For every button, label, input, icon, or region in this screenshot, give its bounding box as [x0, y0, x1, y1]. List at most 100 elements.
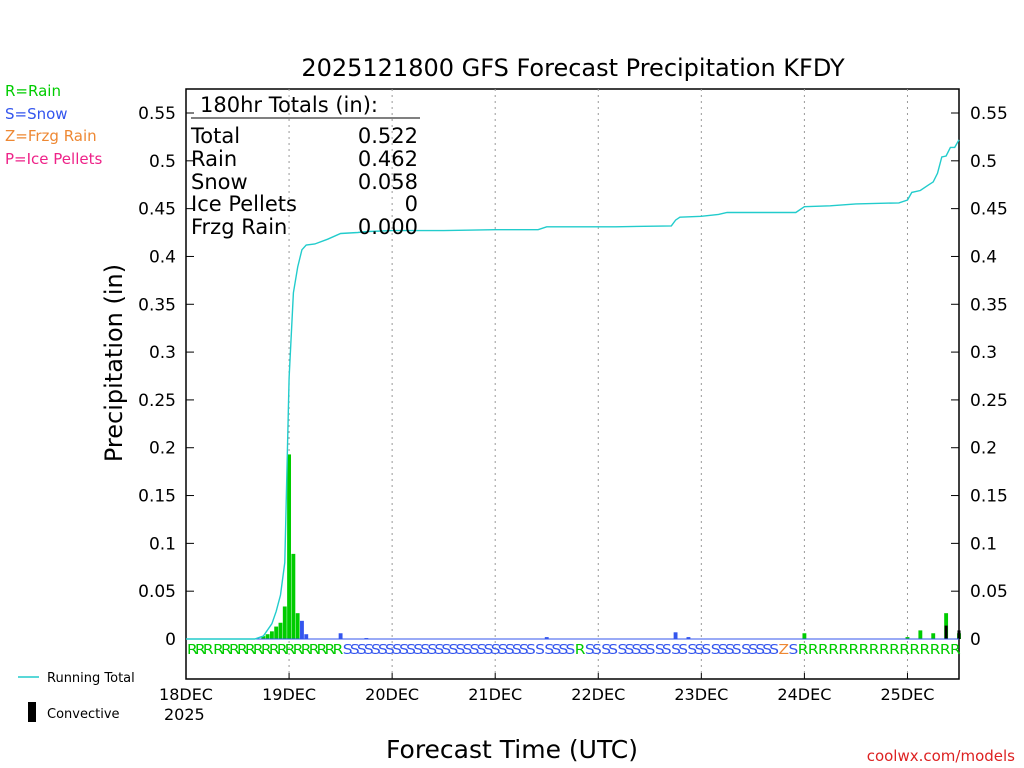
year-label: 2025	[164, 705, 205, 724]
xtick-label: 18DEC	[159, 685, 213, 704]
xtick-label: 21DEC	[468, 685, 522, 704]
xtick-label: 22DEC	[571, 685, 625, 704]
type-code: S	[789, 643, 798, 658]
type-code: S	[632, 643, 641, 658]
type-code: S	[639, 643, 648, 658]
type-code: S	[456, 643, 465, 658]
ytick-label-left: 0.05	[138, 582, 176, 602]
x-axis-label: Forecast Time (UTC)	[386, 735, 638, 764]
ytick-label-right: 0.1	[970, 534, 997, 554]
ytick-label-left: 0	[165, 630, 176, 650]
type-code: S	[364, 643, 373, 658]
type-code: S	[350, 643, 359, 658]
type-code: S	[762, 643, 771, 658]
ytick-label-right: 0.55	[970, 104, 1008, 124]
type-code: S	[392, 643, 401, 658]
type-code: S	[732, 643, 741, 658]
type-code: S	[741, 643, 750, 658]
type-code: S	[434, 643, 443, 658]
legend-snow: S=Snow	[5, 105, 68, 123]
type-code: S	[463, 643, 472, 658]
bar-snow-h36	[338, 633, 343, 639]
ytick-label-left: 0.45	[138, 200, 176, 220]
type-code: S	[441, 643, 450, 658]
type-code: S	[498, 643, 507, 658]
type-code: S	[617, 643, 626, 658]
type-code: S	[357, 643, 366, 658]
type-code: S	[702, 643, 711, 658]
xtick-label: 24DEC	[777, 685, 831, 704]
totals-label-snow: Snow	[191, 170, 248, 194]
legend-running-total: Running Total	[47, 671, 135, 686]
type-code: S	[592, 643, 601, 658]
ytick-label-right: 0.35	[970, 295, 1008, 315]
bar-rain-h20	[269, 631, 274, 639]
type-code: S	[748, 643, 757, 658]
type-code: S	[655, 643, 664, 658]
xtick-label: 25DEC	[880, 685, 934, 704]
bar-rain-h18	[261, 636, 266, 639]
bar-rain-h25	[291, 553, 296, 639]
ytick-label-left: 0.35	[138, 295, 176, 315]
y-axis-label: Precipitation (in)	[100, 264, 128, 462]
ytick-label-right: 0.15	[970, 487, 1008, 507]
type-code: S	[687, 643, 696, 658]
ytick-label-right: 0.4	[970, 247, 997, 267]
bar-rain-h26	[295, 613, 300, 639]
legend-ice-pellets: P=Ice Pellets	[5, 150, 102, 168]
totals-label-frzg-rain: Frzg Rain	[191, 215, 287, 239]
ytick-label-right: 0.5	[970, 152, 997, 172]
bar-snow-h84	[544, 637, 549, 639]
totals-value-snow: 0.058	[358, 170, 418, 194]
ytick-label-left: 0.15	[138, 487, 176, 507]
ytick-label-left: 0.2	[149, 439, 176, 459]
bar-snow-h27	[300, 620, 304, 639]
bar-snow-h114	[673, 632, 678, 639]
type-code: S	[343, 643, 352, 658]
type-code: S	[671, 643, 680, 658]
bar-layer	[186, 454, 961, 640]
type-code: S	[535, 643, 544, 658]
bar-rain-h22	[278, 622, 283, 639]
type-code: S	[625, 643, 634, 658]
bar-rain-h171	[918, 630, 923, 639]
ytick-label-right: 0.2	[970, 439, 997, 459]
totals-label-ice-pellets: Ice Pellets	[191, 192, 297, 216]
type-code: S	[371, 643, 380, 658]
y-axis-ticks: 0 0 0.05 0.05 0.1 0.1 0.15 0.15 0.2 0.2 0.25 0.25 0.…	[138, 104, 1008, 650]
bar-rain-h19	[265, 634, 270, 639]
totals-box: 180hr Totals (in): Total 0.522 Rain 0.46…	[190, 93, 420, 239]
ytick-label-left: 0.3	[149, 343, 176, 363]
legend-rain: R=Rain	[5, 82, 61, 100]
xtick-label: 19DEC	[262, 685, 316, 704]
line-legend: Running Total Convective	[18, 671, 135, 722]
ytick-label-left: 0.4	[149, 247, 176, 267]
ytick-label-left: 0.25	[138, 391, 176, 411]
type-code: S	[406, 643, 415, 658]
ytick-label-right: 0.25	[970, 391, 1008, 411]
totals-label-rain: Rain	[191, 147, 237, 171]
running-total-line	[186, 139, 960, 640]
bar-convective-h177	[944, 625, 948, 639]
type-code: S	[585, 643, 594, 658]
type-code: S	[399, 643, 408, 658]
totals-value-ice-pellets: 0	[405, 192, 418, 216]
type-code: S	[477, 643, 486, 658]
type-code: S	[769, 643, 778, 658]
xtick-label: 20DEC	[365, 685, 419, 704]
ytick-label-left: 0.1	[149, 534, 176, 554]
type-code: S	[470, 643, 479, 658]
type-code: S	[662, 643, 671, 658]
type-code: S	[694, 643, 703, 658]
type-code: S	[505, 643, 514, 658]
type-code: S	[519, 643, 528, 658]
type-code: S	[566, 643, 575, 658]
bar-snow-h117	[686, 637, 691, 639]
bar-rain-h23	[282, 606, 287, 639]
type-code: S	[413, 643, 422, 658]
ytick-label-right: 0.45	[970, 200, 1008, 220]
totals-value-rain: 0.462	[358, 147, 418, 171]
type-legend: R=Rain S=Snow Z=Frzg Rain P=Ice Pellets	[5, 82, 102, 168]
type-code: S	[601, 643, 610, 658]
